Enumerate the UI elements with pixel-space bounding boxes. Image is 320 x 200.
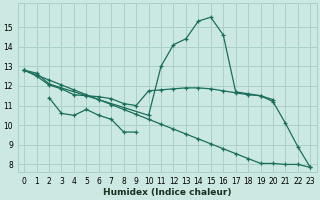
X-axis label: Humidex (Indice chaleur): Humidex (Indice chaleur) bbox=[103, 188, 231, 197]
